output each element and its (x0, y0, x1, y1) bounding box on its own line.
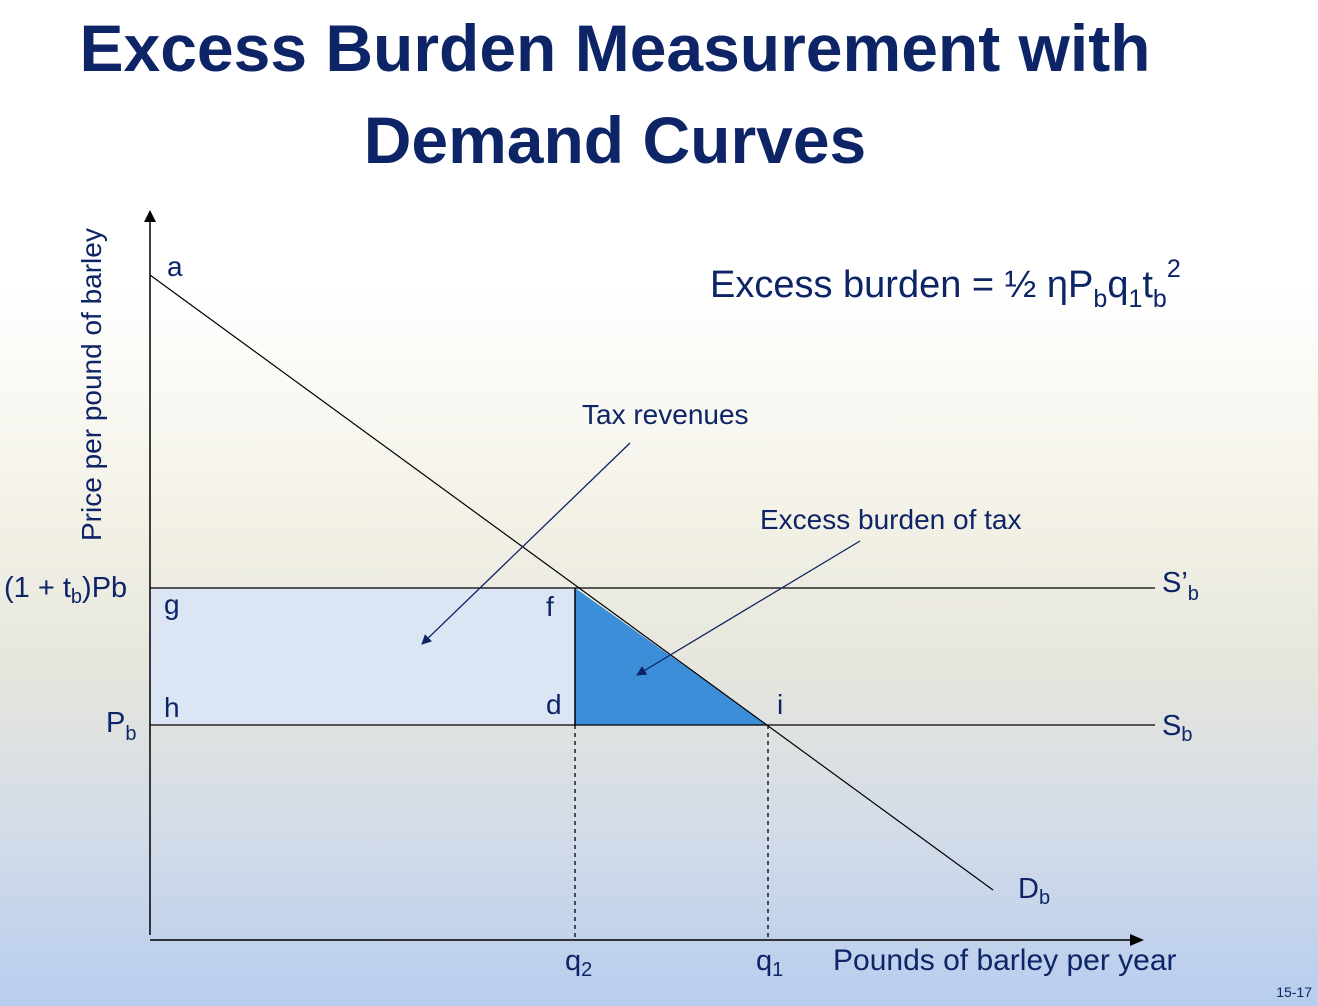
excess-burden-label: Excess burden of tax (760, 504, 1021, 535)
supply-label: Sb (1162, 710, 1192, 746)
excess-burden-arrow (636, 540, 861, 676)
tax-revenues-label: Tax revenues (582, 399, 749, 430)
tax-revenue-area (150, 588, 575, 725)
page-number: 15-17 (1276, 984, 1312, 1000)
x-axis-arrow (1130, 934, 1144, 946)
tax-revenues-arrow (421, 442, 631, 645)
q2-label: q2 (565, 945, 592, 981)
point-label-a: a (167, 251, 183, 282)
slide-title: Excess Burden Measurement with Demand Cu… (0, 2, 1230, 186)
price-label-pb: Pb (106, 707, 136, 745)
point-label-h: h (164, 692, 180, 723)
supply-taxed-label: S’b (1162, 567, 1199, 605)
point-label-d: d (546, 689, 562, 720)
q1-label: q1 (756, 945, 783, 981)
y-axis-label: Price per pound of barley (76, 228, 107, 541)
title-line-1: Excess Burden Measurement with (79, 11, 1151, 85)
excess-burden-formula: Excess burden = ½ ηPbq1tb2 (710, 255, 1181, 313)
point-label-i: i (777, 689, 783, 720)
point-label-f: f (546, 591, 554, 622)
x-axis-label: Pounds of barley per year (833, 944, 1177, 977)
title-line-2: Demand Curves (363, 103, 867, 177)
price-label-taxed: (1 + tb)Pb (4, 572, 127, 608)
demand-curve (149, 274, 994, 891)
point-label-g: g (164, 589, 180, 620)
y-axis-arrow (144, 210, 156, 222)
demand-label: Db (1018, 873, 1050, 909)
